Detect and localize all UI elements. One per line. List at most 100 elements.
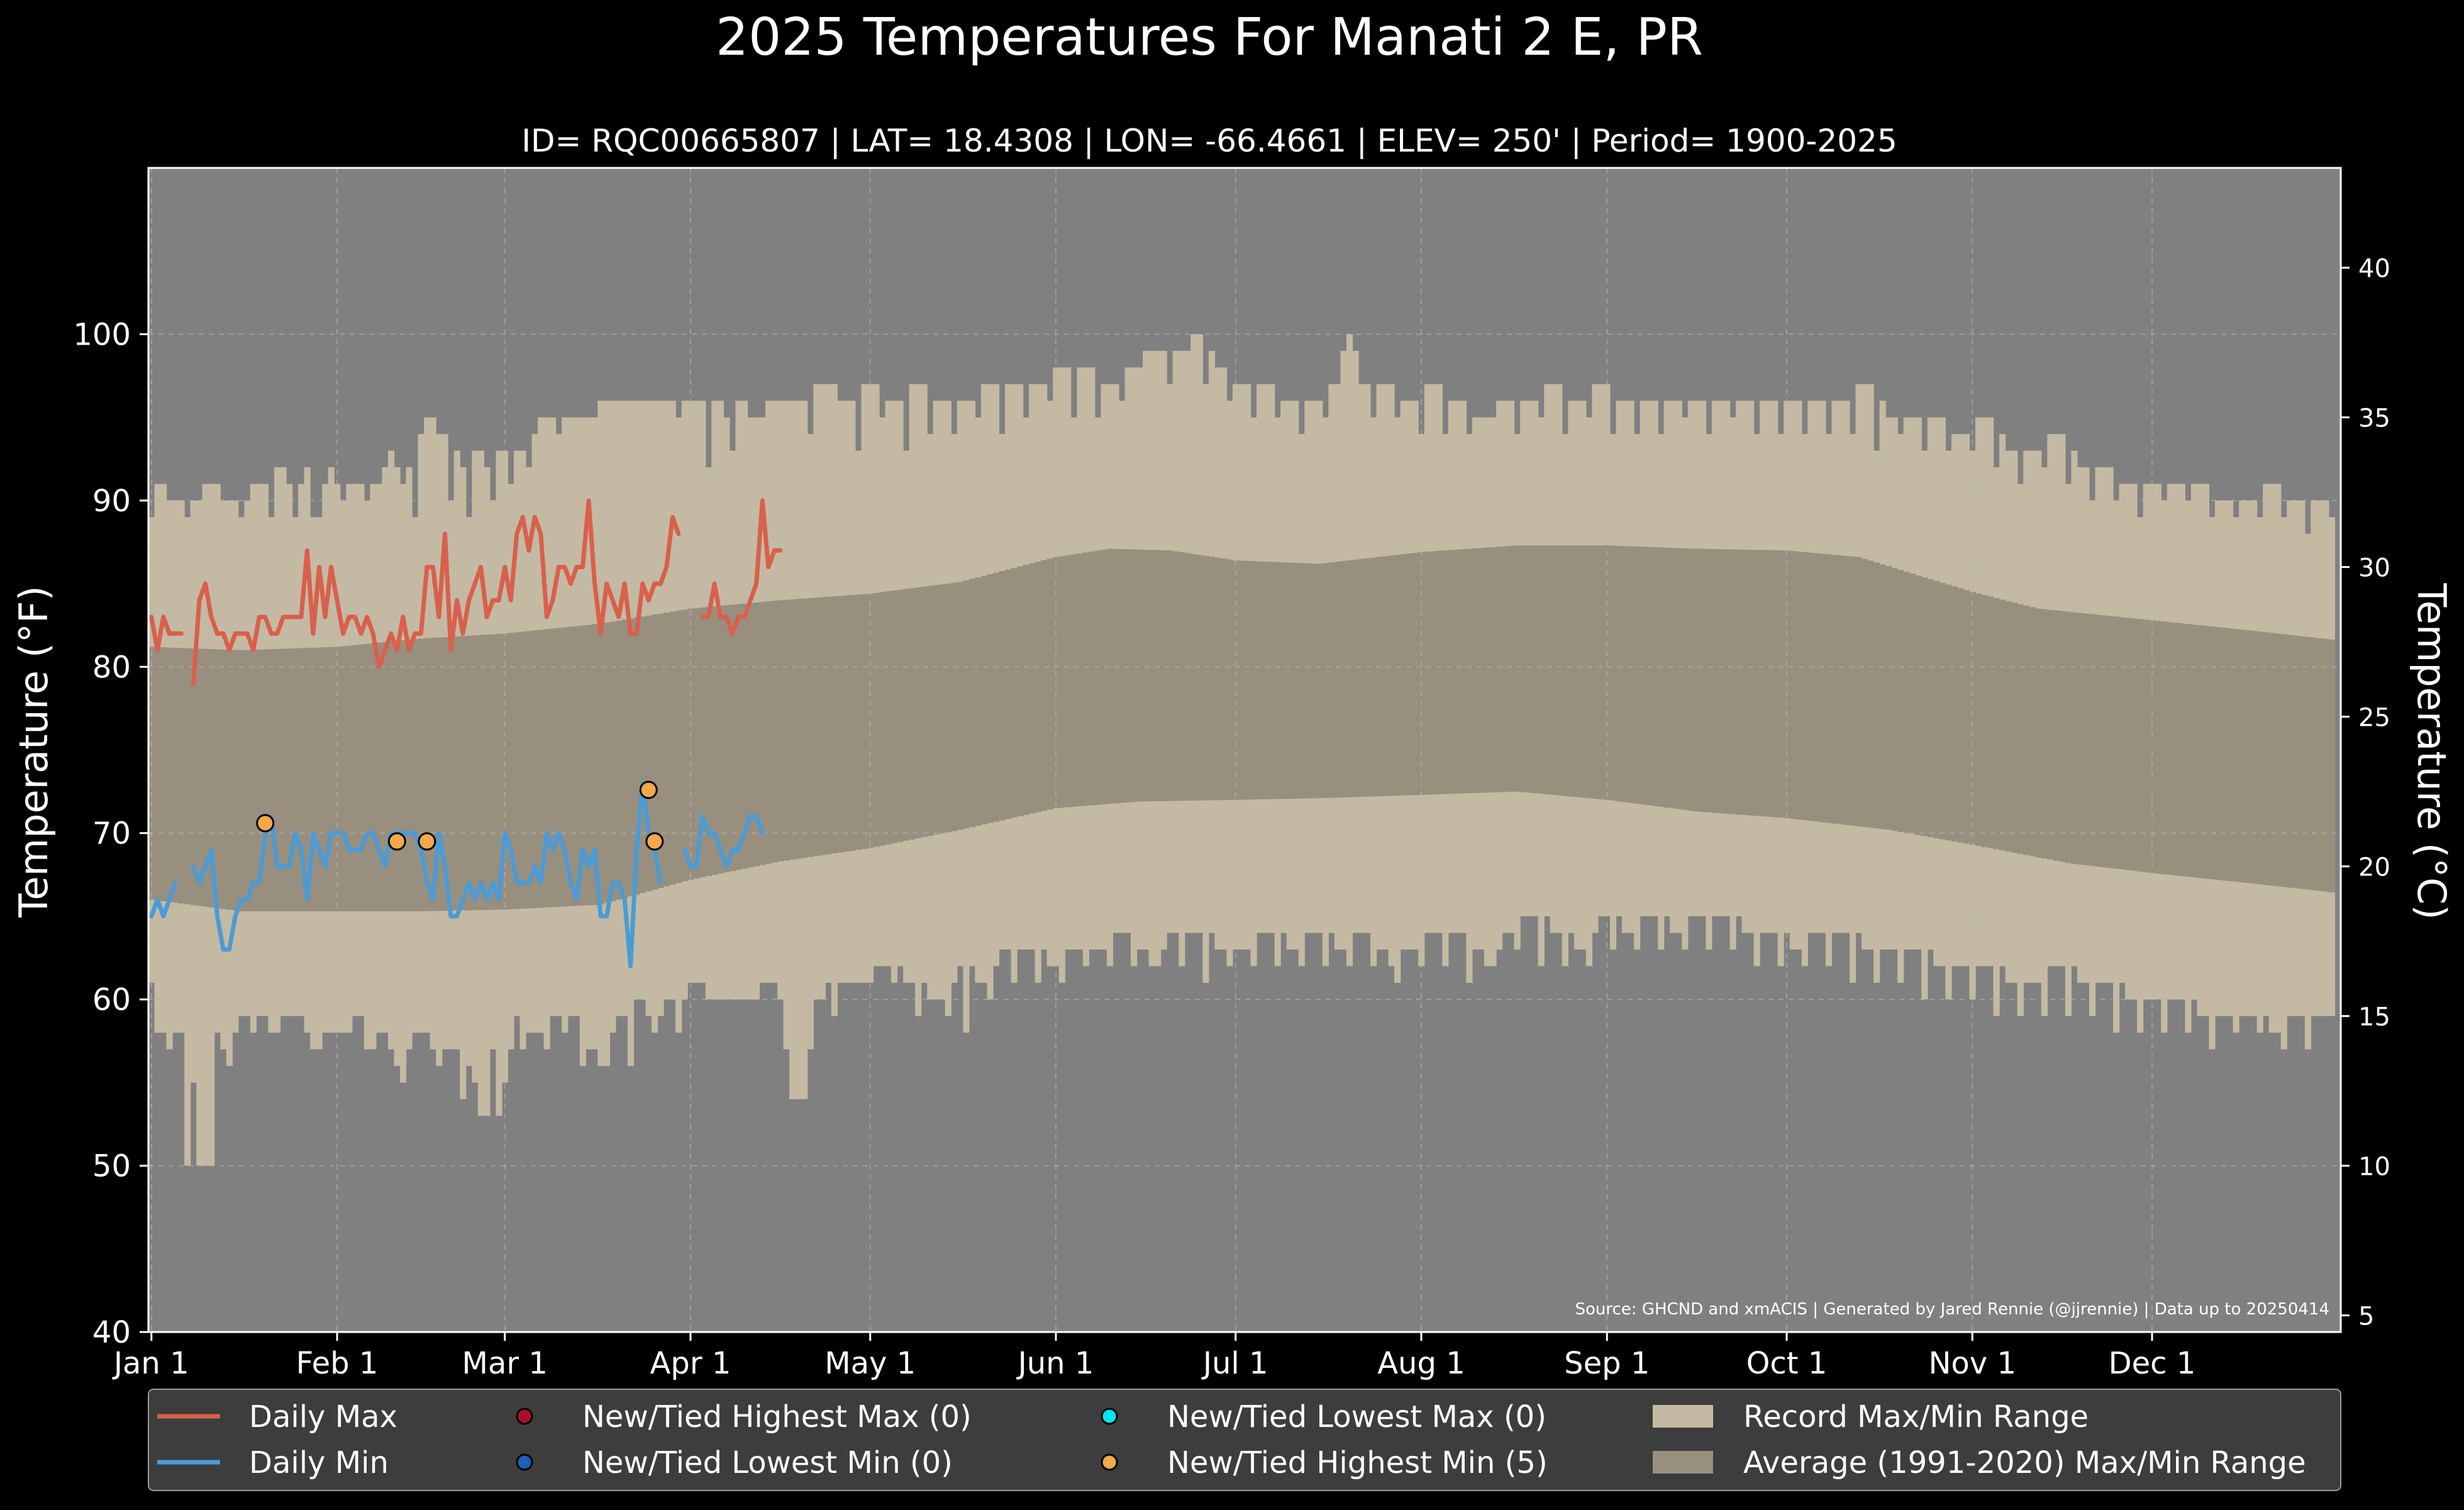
y2-tick-label: 20 [2358,853,2390,882]
normal-range-bar [1573,545,1580,797]
new-tied-highest-min-marker [639,780,658,799]
normal-range-bar [2233,629,2239,882]
y2-tick-label: 10 [2358,1153,2390,1182]
normal-range-bar [1718,549,1724,814]
legend-patch-swatch [1653,1451,1713,1474]
y2-tick-label: 30 [2358,554,2390,583]
normal-range-bar [681,609,688,882]
normal-range-bar [723,605,730,873]
normal-range-bar [514,632,521,909]
normal-range-bar [879,592,886,846]
y-tick-label: 40 [92,1315,131,1350]
normal-range-bar [1520,545,1527,792]
normal-range-bar [909,588,916,840]
normal-range-bar [1807,552,1814,821]
normal-range-bar [280,648,287,911]
normal-range-bar [1945,584,1952,841]
legend-item-lo-min: New/Tied Lowest Min (0) [516,1445,953,1480]
normal-range-bar [615,620,623,900]
normal-range-bar [1017,566,1024,816]
legend-label: New/Tied Lowest Max (0) [1167,1399,1546,1435]
normal-range-bar [1334,562,1341,798]
normal-range-bar [370,643,377,911]
daily-max-line [700,498,783,636]
normal-range-bar [1538,545,1545,794]
normal-range-bar [1843,556,1850,825]
normal-range-bar [2311,637,2317,891]
normal-range-bar [1065,555,1072,808]
legend-patch-swatch [1653,1405,1713,1428]
x-tick-label: Sep 1 [1564,1346,1650,1381]
normal-range-bar [2197,625,2204,879]
normal-range-bar [1837,555,1845,824]
normal-range-bar [813,597,820,857]
normal-range-bar [873,592,880,847]
normal-range-bar [562,627,569,907]
normal-range-bar [1628,546,1634,803]
normal-range-bar [801,598,808,858]
normal-range-bar [1556,545,1563,796]
normal-range-bar [1172,551,1179,801]
normal-range-bar [579,625,586,906]
normal-range-bar [190,648,197,906]
normal-range-bar [831,596,838,853]
normal-range-bar [1849,556,1856,826]
normal-range-bar [1070,554,1077,807]
normal-range-bar [1155,550,1162,801]
normal-range-bar [1789,551,1796,819]
normal-range-bar [1711,549,1719,813]
normal-range-bar [238,650,245,911]
normal-range-bar [1400,554,1407,796]
normal-range-bar [927,586,934,836]
normal-range-bar [1999,599,2006,851]
normal-range-bar [310,647,317,911]
normal-range-bar [1753,550,1760,816]
normal-range-bar [957,582,963,830]
normal-range-bar [1268,562,1275,799]
normal-range-bar [1909,574,1916,835]
normal-range-bar [1466,548,1473,794]
normal-range-bar [1514,545,1521,792]
normal-range-bar [2029,607,2036,857]
normal-range-bar [2292,635,2299,889]
new-tied-highest-min-marker [387,832,406,851]
normal-range-bar [1651,547,1658,806]
normal-range-bar [1969,592,1976,845]
normal-range-bar [2275,633,2282,887]
normal-range-bar [2328,639,2336,892]
normal-range-bar [1304,563,1311,799]
normal-range-bar [1592,545,1599,799]
normal-range-bar [1933,580,1940,839]
normal-range-bar [220,649,227,909]
normal-range-bar [1585,545,1593,799]
normal-range-bar [1298,563,1305,799]
normal-range-bar [166,647,173,902]
normal-range-bar [1532,545,1539,794]
normal-range-bar [519,631,526,909]
y-tick-label: 80 [92,650,131,685]
normal-range-bar [2161,621,2168,875]
normal-range-bar [412,639,419,911]
normal-range-bar [202,648,209,907]
normal-range-bar [1101,550,1107,805]
normal-range-bar [1257,561,1263,800]
normal-range-bar [699,607,706,877]
normal-range-bar [2185,624,2192,877]
normal-range-bar [322,647,329,911]
normal-range-bar [1885,566,1892,830]
y-axis-left-label: Temperature (°F) [11,586,57,918]
normal-range-bar [891,591,898,843]
x-tick-label: Feb 1 [296,1346,379,1381]
y2-tick-label: 15 [2358,1003,2390,1032]
normal-range-bar [621,619,628,898]
normal-range-bar [1795,551,1802,820]
normal-range-bar [1136,549,1143,802]
normal-range-bar [1873,562,1880,829]
normal-range-bar [1496,547,1503,792]
normal-range-bar [1616,545,1623,802]
y2-tick-label: 5 [2358,1302,2374,1331]
normal-range-bar [1957,588,1964,843]
normal-range-bar [2017,604,2024,854]
y-axis-right-label: Temperature (°C) [2409,582,2455,919]
normal-range-bar [819,597,826,855]
